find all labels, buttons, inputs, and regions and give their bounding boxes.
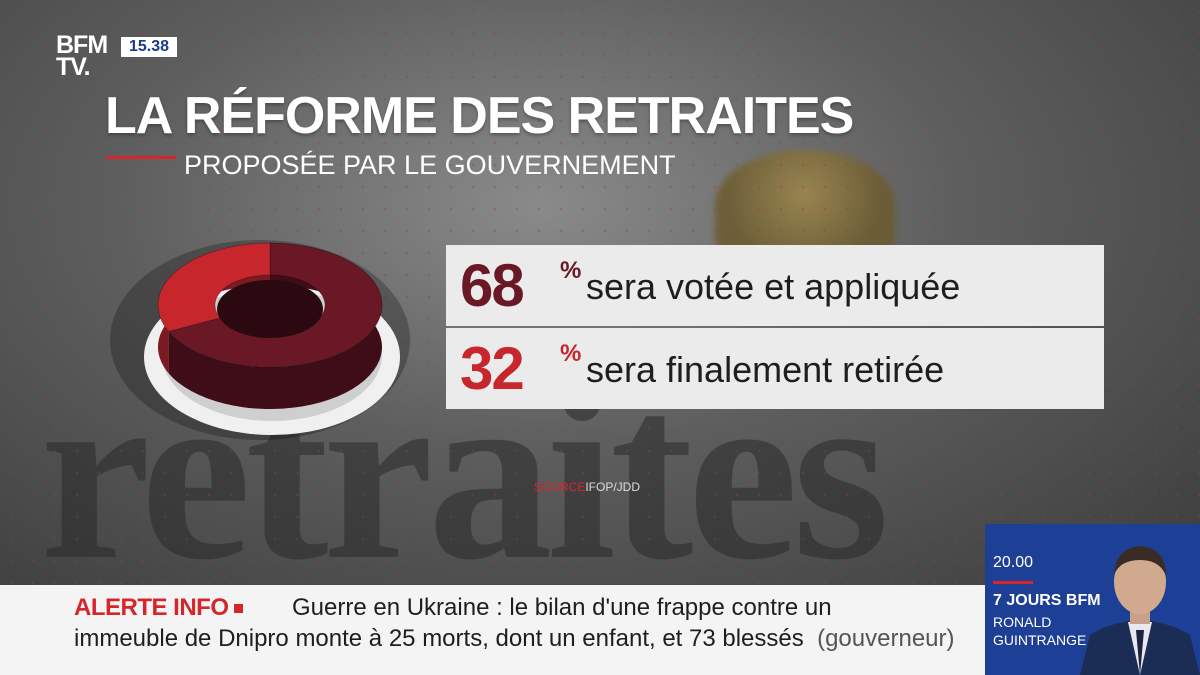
source-credit: SOURCEIFOP/JDD — [534, 480, 640, 494]
result-1-percent-sign: % — [560, 257, 582, 284]
news-ticker — [0, 585, 985, 675]
ticker-line-2-source: (gouverneur) — [817, 625, 955, 652]
ticker-line-1: Guerre en Ukraine : le bilan d'une frapp… — [292, 594, 832, 621]
background-figure — [715, 150, 895, 260]
program-promo: 20.00 7 JOURS BFM RONALD GUINTRANGE — [985, 524, 1200, 675]
result-row-1: 68 % sera votée et appliquée — [446, 245, 1104, 326]
donut-chart — [110, 240, 410, 440]
alerte-info-label: ALERTE INFO — [74, 594, 243, 622]
result-2-value: 32 — [460, 335, 525, 402]
alerte-info-text: ALERTE INFO — [74, 594, 229, 621]
ticker-line-2-text: immeuble de Dnipro monte à 25 morts, don… — [74, 625, 804, 652]
channel-logo: BFM TV. — [56, 31, 108, 81]
chart-title: LA RÉFORME DES RETRAITES — [105, 87, 854, 145]
promo-show-name: 7 JOURS BFM — [993, 592, 1101, 609]
alerte-square-icon — [233, 604, 243, 614]
donut-slice-2 — [157, 242, 271, 332]
promo-host-last-name: GUINTRANGE — [993, 632, 1087, 648]
promo-time: 20.00 — [993, 554, 1034, 571]
subtitle-rule — [106, 156, 176, 159]
result-1-value: 68 — [460, 252, 525, 319]
clock: 15.38 — [121, 37, 178, 57]
donut-slice-1 — [167, 242, 383, 368]
chart-subtitle: PROPOSÉE PAR LE GOUVERNEMENT — [184, 150, 676, 180]
result-row-2: 32 % sera finalement retirée — [446, 328, 1104, 409]
donut-hole — [217, 280, 323, 338]
source-label: SOURCE — [534, 480, 586, 494]
promo-rule — [993, 581, 1033, 584]
result-1-label: sera votée et appliquée — [586, 266, 961, 307]
result-2-label: sera finalement retirée — [586, 349, 945, 390]
ticker-line-2: immeuble de Dnipro monte à 25 morts, don… — [74, 625, 955, 653]
channel-logo-line2: TV. — [56, 53, 91, 81]
result-2-percent-sign: % — [560, 340, 582, 367]
promo-host-first-name: RONALD — [993, 614, 1052, 630]
channel-logo-line1: BFM — [56, 31, 108, 59]
host-portrait — [1080, 546, 1200, 675]
source-name: IFOP/JDD — [585, 480, 641, 494]
